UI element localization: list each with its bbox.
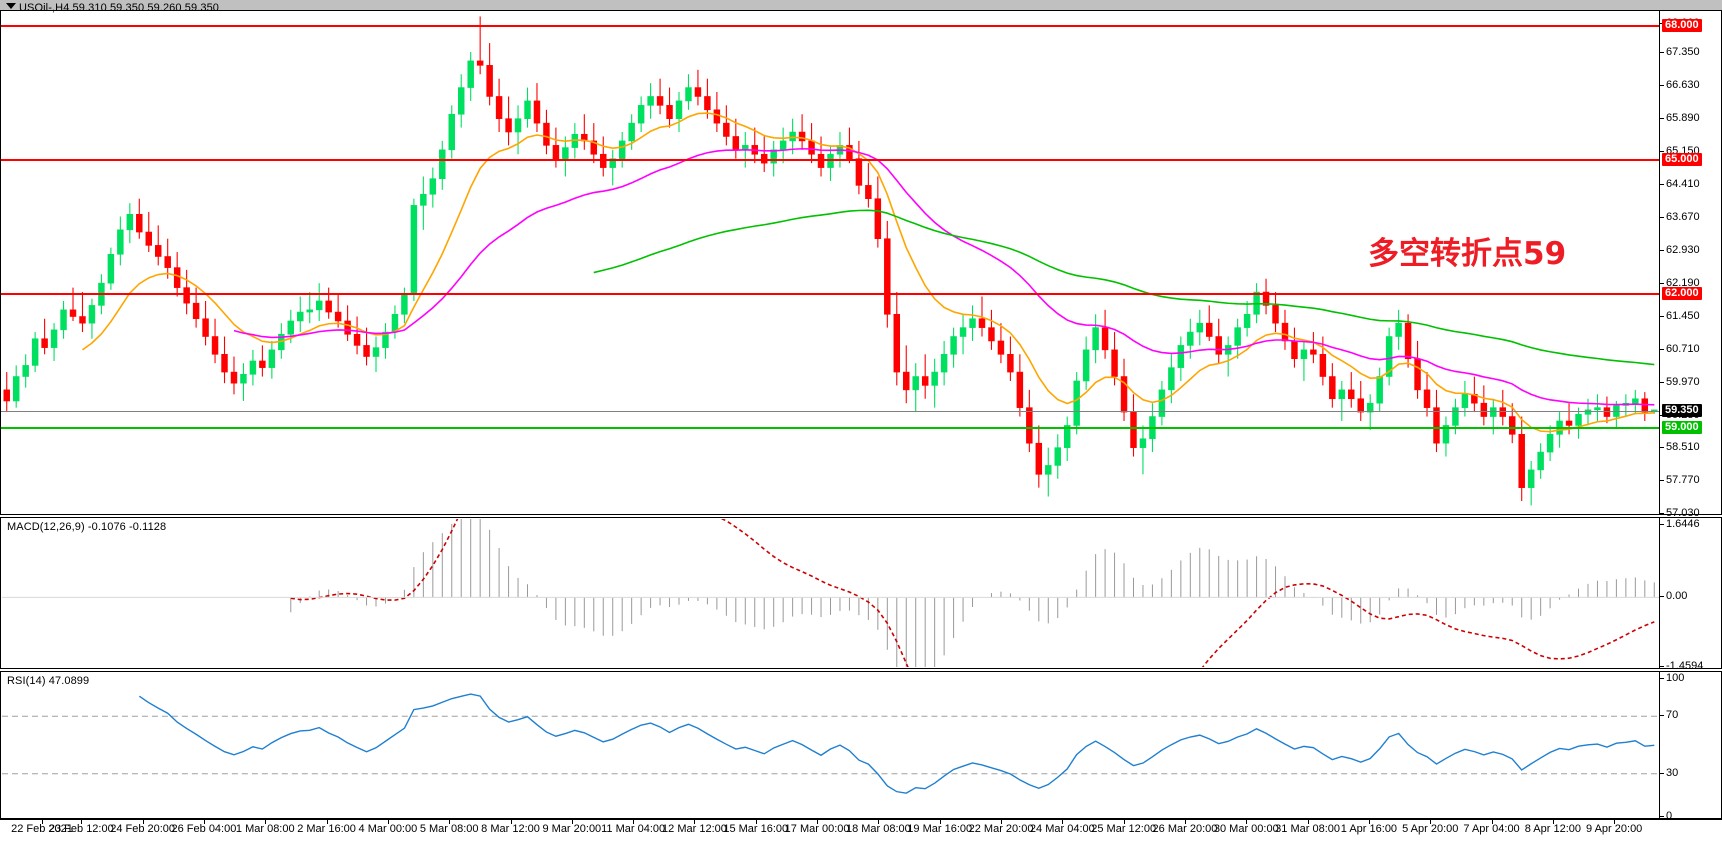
current-price-tag: 59.350 [1662,404,1702,418]
time-axis-label: 9 Apr 20:00 [1586,823,1643,835]
symbol-info-label: USOil-,H4 59.310 59.350 59.260 59.350 [19,2,220,14]
price-level-line[interactable] [1,159,1721,162]
time-axis-label: 1 Apr 16:00 [1340,823,1398,835]
time-tick [326,820,328,824]
time-tick [387,820,389,824]
rsi-scale-axis: 100 70 30 0 [1659,672,1721,822]
macd-label: MACD(12,26,9) -0.1076 -0.1128 [7,521,167,533]
time-tick [755,820,757,824]
price-chart-pane[interactable]: USOil-,H4 59.310 59.350 59.260 59.350 68… [0,2,1722,519]
triangle-down-icon[interactable] [6,3,16,9]
time-tick [1307,820,1309,824]
time-tick [1184,820,1186,824]
time-tick [1368,820,1370,824]
time-axis-label: 7 Apr 04:00 [1463,823,1520,835]
time-axis-label: 18 Mar 08:00 [845,823,911,835]
candlestick-series [3,16,1658,506]
time-tick [1001,820,1003,824]
price-level-tag: 62.000 [1662,287,1702,301]
time-tick [1062,820,1064,824]
time-axis-label: 19 Mar 16:00 [907,823,973,835]
time-axis-label: 8 Apr 12:00 [1524,823,1581,835]
time-axis[interactable]: 22 Feb 2021 23 Feb 12:00 24 Feb 20:00 26 Fe… [0,819,1722,841]
time-tick [142,820,144,824]
time-tick [449,820,451,824]
price-level-tag: 59.000 [1662,421,1702,435]
price-level-line[interactable] [1,25,1721,28]
time-tick [265,820,267,824]
chart-annotation-text: 多空转折点59 [1368,236,1567,272]
macd-series [2,519,1659,667]
current-price-line [1,411,1721,413]
time-tick [510,820,512,824]
time-axis-label: 22 Mar 20:00 [968,823,1034,835]
time-tick [878,820,880,824]
time-axis-label: 2 Mar 16:00 [297,823,356,835]
time-axis-label: 26 Mar 20:00 [1152,823,1218,835]
macd-plot-area[interactable] [2,519,1659,667]
time-tick [694,820,696,824]
time-axis-label: 17 Mar 00:00 [784,823,850,835]
price-level-line[interactable] [1,427,1721,430]
time-tick [939,820,941,824]
time-tick [1123,820,1125,824]
rsi-plot-area[interactable] [2,673,1659,817]
time-tick [1246,820,1248,824]
price-level-tag: 65.000 [1662,153,1702,167]
time-axis-label: 24 Mar 04:00 [1029,823,1095,835]
time-axis-label: 30 Mar 00:00 [1213,823,1279,835]
time-axis-label: 8 Mar 12:00 [481,823,540,835]
macd-pane[interactable]: MACD(12,26,9) -0.1076 -0.1128 1.6446 0.00… [0,517,1722,672]
price-level-tag: 68.000 [1662,19,1702,33]
price-scale-axis[interactable]: 68.00067.35066.63065.89065.15064.41063.6… [1659,11,1721,519]
time-axis-label: 4 Mar 00:00 [358,823,418,835]
time-axis-label: 9 Mar 20:00 [542,823,602,835]
time-axis-label: 5 Mar 08:00 [419,823,479,835]
time-axis-label: 24 Feb 20:00 [110,823,176,835]
time-tick [81,820,83,824]
time-axis-label: 23 Feb 12:00 [48,823,114,835]
time-axis-label: 12 Mar 12:00 [662,823,727,835]
time-tick [633,820,635,824]
rsi-label: RSI(14) 47.0899 [7,675,90,687]
rsi-series [2,693,1659,794]
rsi-pane[interactable]: RSI(14) 47.0899 100 70 30 0 [0,671,1722,822]
time-axis-label: 31 Mar 08:00 [1275,823,1341,835]
time-tick [42,820,43,824]
time-tick [817,820,819,824]
time-tick [1491,820,1493,824]
time-tick [1552,820,1554,824]
price-plot-area[interactable] [2,12,1659,513]
time-axis-label: 26 Feb 04:00 [171,823,237,835]
time-axis-label: 5 Apr 20:00 [1402,823,1459,835]
time-tick [1430,820,1432,824]
time-tick [1614,820,1616,824]
price-level-line[interactable] [1,293,1721,296]
time-axis-label: 11 Mar 04:00 [601,823,666,835]
time-axis-label: 22 Feb 2021 [11,823,73,835]
time-tick [571,820,573,824]
time-axis-label: 15 Mar 16:00 [723,823,789,835]
time-axis-label: 1 Mar 08:00 [235,823,295,835]
time-tick [203,820,205,824]
time-axis-label: 25 Mar 12:00 [1091,823,1157,835]
macd-scale-axis: 1.6446 0.00 -1.4594 [1659,518,1721,672]
